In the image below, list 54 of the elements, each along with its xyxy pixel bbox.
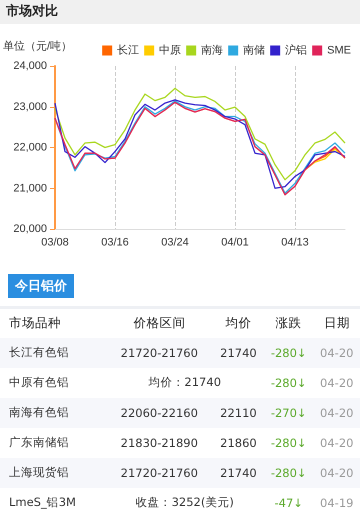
text: -280↓ <box>270 374 308 392</box>
text: 04-20 <box>319 374 354 392</box>
line-series <box>54 88 346 180</box>
text: -270↓ <box>264 398 314 428</box>
text: 收盘：3252(美元) <box>134 494 235 511</box>
text: 中原有色铝 <box>8 374 70 391</box>
text: 21830-21890 <box>120 434 199 452</box>
text: 21860 <box>219 434 258 452</box>
text: 21720-21760 <box>106 338 214 368</box>
y-tick-label: 22,000 <box>13 142 47 154</box>
text: 04-20 <box>319 434 354 452</box>
text: 长江有色铝 <box>0 338 106 368</box>
legend-label: 南储 <box>243 44 266 56</box>
line-series <box>304 148 346 171</box>
y-axis-title: 单位（元/吨） <box>3 40 72 52</box>
y-tick-label: 23,000 <box>13 100 47 113</box>
text: 今日铝价 <box>8 274 74 298</box>
legend-label: 沪铝 <box>285 44 308 56</box>
text: -280↓ <box>264 458 314 488</box>
text: 涨跌 <box>274 314 303 332</box>
y-tick-label: 20,000 <box>13 223 47 235</box>
text: 日期 <box>322 314 351 332</box>
text: 21740 <box>213 338 264 368</box>
text: 南海有色铝 <box>0 398 106 428</box>
x-tick-label: 04/01 <box>221 236 249 248</box>
text: 均价 <box>224 314 252 332</box>
legend-label: 南海 <box>201 44 224 56</box>
text: 04-20 <box>314 338 360 368</box>
text: 价格区间 <box>132 314 186 332</box>
x-tick-label: 03/24 <box>161 236 189 248</box>
text: -280↓ <box>270 434 308 452</box>
x-tick-label: 03/08 <box>41 236 69 248</box>
text: 21720-21760 <box>106 458 214 488</box>
text: 04-20 <box>314 398 360 428</box>
text: LmeS_铝3M <box>8 494 77 511</box>
text: 21740 <box>213 458 264 488</box>
y-tick-label: 21,000 <box>13 182 47 194</box>
text: 04-20 <box>314 458 360 488</box>
text: 市场品种 <box>8 314 62 332</box>
x-tick-label: 04/13 <box>281 236 309 248</box>
legend-label: 长江 <box>117 44 140 56</box>
legend-label: SME <box>327 44 352 56</box>
text: 22060-22160 <box>106 398 214 428</box>
text: 上海现货铝 <box>0 458 106 488</box>
text: -280↓ <box>264 338 314 368</box>
text: 广东南储铝 <box>8 434 70 451</box>
y-tick-label: 24,000 <box>13 60 47 72</box>
text: -47↓ <box>273 494 304 512</box>
text: 22110 <box>213 398 264 428</box>
chart-title: 市场对比 <box>0 0 360 24</box>
x-tick-label: 03/16 <box>101 236 129 248</box>
legend-label: 中原 <box>159 44 182 56</box>
text: 均价：21740 <box>147 374 222 391</box>
text: 04-19 <box>319 494 354 512</box>
